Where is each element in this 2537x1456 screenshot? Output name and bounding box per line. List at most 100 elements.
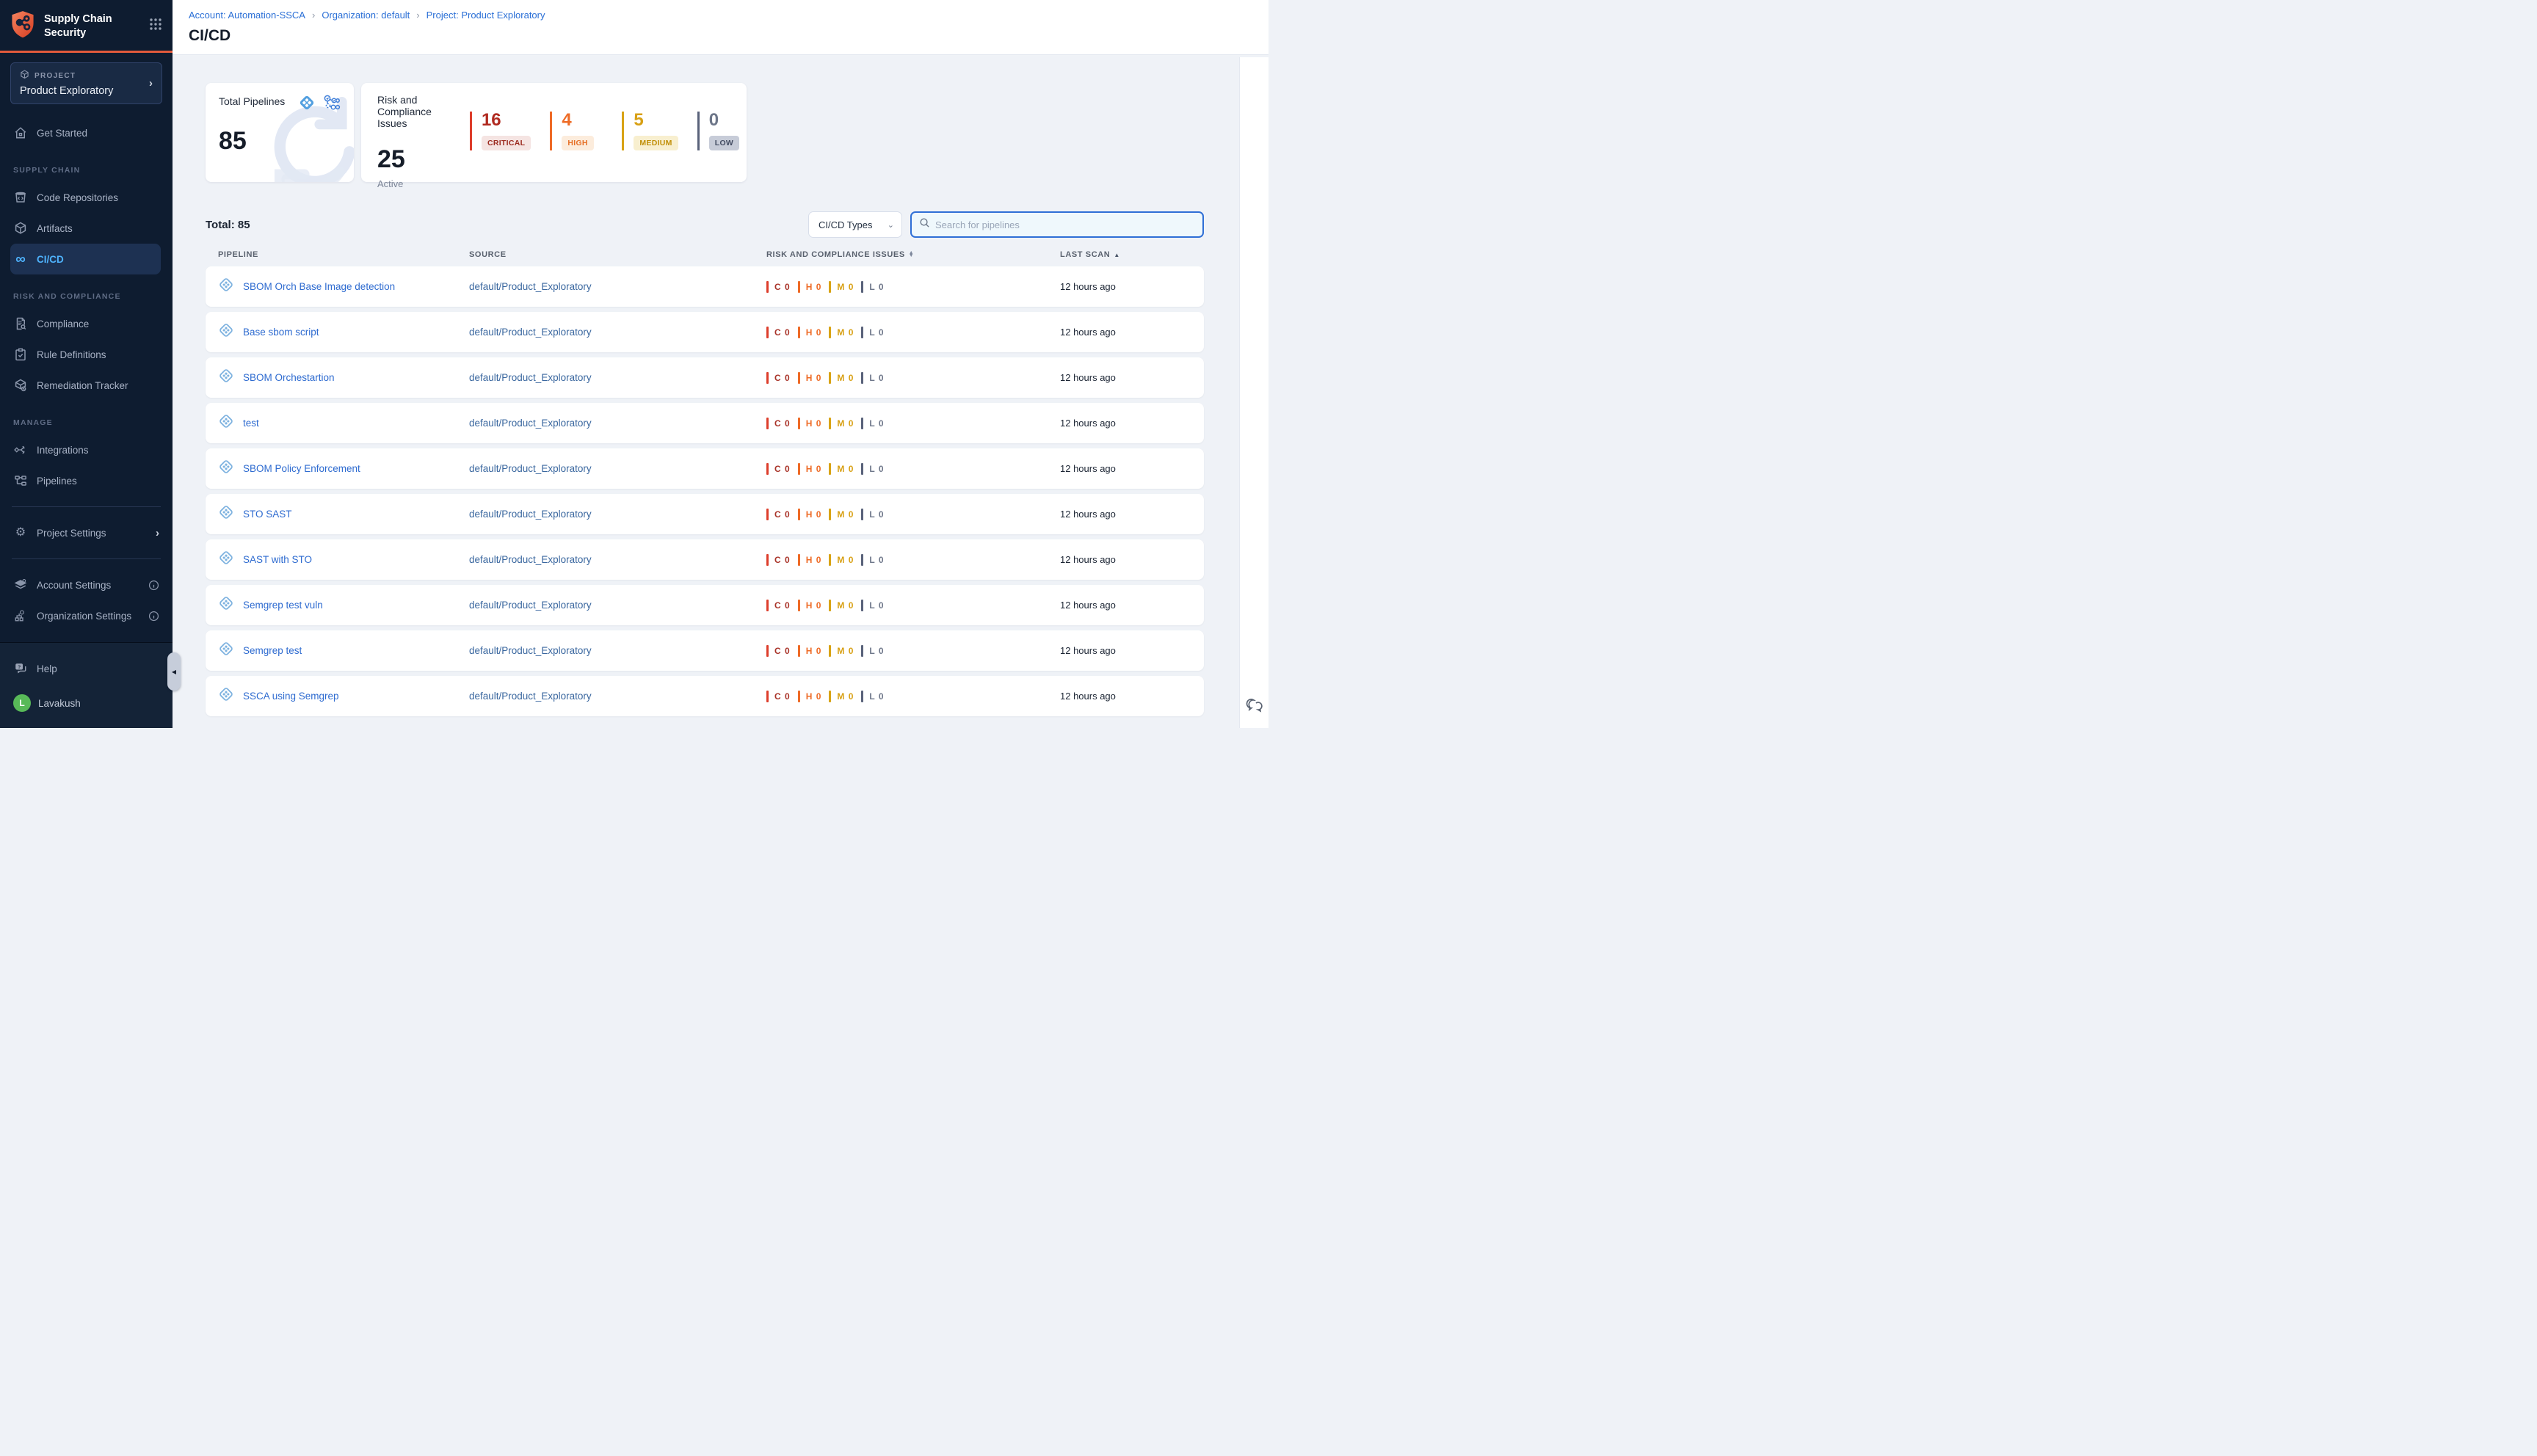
pipeline-name-link[interactable]: SBOM Policy Enforcement	[243, 463, 360, 474]
user-menu[interactable]: L Lavakush	[0, 684, 173, 721]
table-row[interactable]: Semgrep test default/Product_Exploratory…	[206, 630, 1204, 671]
source-link[interactable]: default/Product_Exploratory	[469, 553, 592, 565]
app-grid-icon[interactable]	[149, 18, 162, 34]
critical-count: C 0	[766, 371, 791, 384]
sidebar-item-cicd[interactable]: CI/CD	[10, 244, 161, 274]
user-name: Lavakush	[38, 697, 81, 709]
table-row[interactable]: SAST with STO default/Product_Explorator…	[206, 539, 1204, 580]
high-count: H 0	[797, 599, 822, 611]
source-link[interactable]: default/Product_Exploratory	[469, 417, 592, 429]
sidebar-item-project-settings[interactable]: Project Settings	[0, 517, 173, 548]
feedback-rail	[1239, 57, 1268, 728]
issues-cell: C 0 H 0 M 0 L 0	[766, 417, 1060, 429]
sidebar-item-account-settings[interactable]: Account Settings	[0, 569, 173, 600]
pipeline-name-link[interactable]: SBOM Orchestartion	[243, 372, 335, 383]
project-label: PROJECT	[35, 71, 76, 80]
high-count: H 0	[797, 371, 822, 384]
brand-accent-rule	[0, 51, 173, 53]
last-scan: 12 hours ago	[1060, 280, 1116, 292]
sort-toggle-icon[interactable]	[909, 252, 915, 258]
pipeline-name-link[interactable]: Semgrep test vuln	[243, 600, 323, 611]
critical-count: C 0	[766, 553, 791, 566]
sidebar-item-compliance[interactable]: Compliance	[0, 308, 173, 339]
code-repository-icon	[13, 191, 28, 204]
sidebar-item-code-repositories[interactable]: Code Repositories	[0, 182, 173, 213]
main-area: Account: Automation-SSCA Organization: d…	[173, 0, 1268, 728]
last-scan: 12 hours ago	[1060, 553, 1116, 565]
source-link[interactable]: default/Product_Exploratory	[469, 508, 592, 520]
integrations-icon	[13, 443, 28, 456]
source-link[interactable]: default/Product_Exploratory	[469, 326, 592, 338]
column-risk-issues[interactable]: RISK AND COMPLIANCE ISSUES	[766, 250, 1060, 259]
table-row[interactable]: Semgrep test vuln default/Product_Explor…	[206, 585, 1204, 625]
feedback-chat-icon[interactable]	[1246, 696, 1263, 718]
breadcrumb-account-link[interactable]: Account: Automation-SSCA	[189, 10, 305, 21]
high-count: H 0	[797, 462, 822, 475]
sidebar-item-get-started[interactable]: Get Started	[0, 117, 173, 148]
pipeline-diamond-icon	[218, 550, 234, 569]
sidebar-item-rule-definitions[interactable]: Rule Definitions	[0, 339, 173, 370]
sidebar-item-integrations[interactable]: Integrations	[0, 434, 173, 465]
breadcrumb-project-link[interactable]: Project: Product Exploratory	[426, 10, 545, 21]
pipeline-name-link[interactable]: SBOM Orch Base Image detection	[243, 281, 396, 292]
medium-badge: MEDIUM	[634, 136, 678, 150]
sidebar-collapse-handle[interactable]	[167, 652, 181, 691]
source-link[interactable]: default/Product_Exploratory	[469, 690, 592, 702]
pipeline-name-link[interactable]: Base sbom script	[243, 327, 319, 338]
critical-count: C 0	[766, 417, 791, 429]
high-count: H 0	[797, 644, 822, 657]
critical-count: C 0	[766, 462, 791, 475]
table-row[interactable]: SBOM Policy Enforcement default/Product_…	[206, 448, 1204, 489]
sidebar-divider	[12, 558, 161, 559]
sidebar-item-help[interactable]: ? Help	[0, 653, 173, 684]
pipeline-graph-icon	[322, 94, 341, 117]
source-link[interactable]: default/Product_Exploratory	[469, 644, 592, 656]
severity-summary: 16 CRITICAL 4 HIGH 5 MEDIUM 0	[469, 112, 740, 150]
high-count: H 0	[797, 553, 822, 566]
medium-count: M 0	[829, 462, 854, 475]
low-count: L 0	[861, 690, 884, 702]
table-row[interactable]: STO SAST default/Product_Exploratory C 0…	[206, 494, 1204, 534]
table-row[interactable]: SBOM Orch Base Image detection default/P…	[206, 266, 1204, 307]
search-input[interactable]	[935, 219, 1195, 230]
sidebar-item-remediation-tracker[interactable]: Remediation Tracker	[0, 370, 173, 401]
pipeline-name-link[interactable]: test	[243, 418, 259, 429]
info-icon[interactable]	[148, 611, 159, 622]
pipeline-name-link[interactable]: SAST with STO	[243, 554, 313, 565]
pipeline-name-link[interactable]: STO SAST	[243, 509, 292, 520]
sort-ascending-icon[interactable]	[1114, 250, 1120, 259]
breadcrumb-organization-link[interactable]: Organization: default	[322, 10, 410, 21]
total-pipelines-value: 85	[219, 127, 247, 155]
low-count: L 0	[861, 553, 884, 566]
source-link[interactable]: default/Product_Exploratory	[469, 599, 592, 611]
sidebar-item-label: Pipelines	[37, 475, 77, 487]
source-link[interactable]: default/Product_Exploratory	[469, 280, 592, 292]
page-title: CI/CD	[189, 27, 231, 44]
table-row[interactable]: SBOM Orchestartion default/Product_Explo…	[206, 357, 1204, 398]
sidebar-item-organization-settings[interactable]: Organization Settings	[0, 600, 173, 631]
table-row[interactable]: Base sbom script default/Product_Explora…	[206, 312, 1204, 352]
info-icon[interactable]	[148, 580, 159, 591]
last-scan: 12 hours ago	[1060, 644, 1116, 656]
page-header: Account: Automation-SSCA Organization: d…	[173, 0, 1268, 55]
column-last-scan[interactable]: LAST SCAN	[1060, 250, 1204, 259]
breadcrumb: Account: Automation-SSCA Organization: d…	[189, 10, 1268, 21]
cicd-types-dropdown[interactable]: CI/CD Types	[808, 211, 902, 238]
pipeline-diamond-icon	[218, 413, 234, 433]
sidebar-item-pipelines[interactable]: Pipelines	[0, 465, 173, 496]
section-manage: MANAGE	[13, 418, 53, 427]
source-link[interactable]: default/Product_Exploratory	[469, 462, 592, 474]
pipeline-name-link[interactable]: SSCA using Semgrep	[243, 691, 339, 702]
low-count: L 0	[861, 644, 884, 657]
table-row[interactable]: test default/Product_Exploratory C 0 H 0…	[206, 403, 1204, 443]
low-count: L 0	[861, 280, 884, 293]
low-summary: 0 LOW	[697, 112, 740, 150]
sidebar-nav: Get Started SUPPLY CHAIN Code Repositori…	[0, 107, 173, 642]
pipeline-name-link[interactable]: Semgrep test	[243, 645, 302, 656]
project-selector[interactable]: PROJECT Product Exploratory	[10, 62, 162, 104]
low-count: L 0	[861, 599, 884, 611]
sidebar-item-artifacts[interactable]: Artifacts	[0, 213, 173, 244]
table-row[interactable]: SSCA using Semgrep default/Product_Explo…	[206, 676, 1204, 716]
summary-cards: Total Pipelines	[206, 83, 1204, 189]
source-link[interactable]: default/Product_Exploratory	[469, 371, 592, 383]
